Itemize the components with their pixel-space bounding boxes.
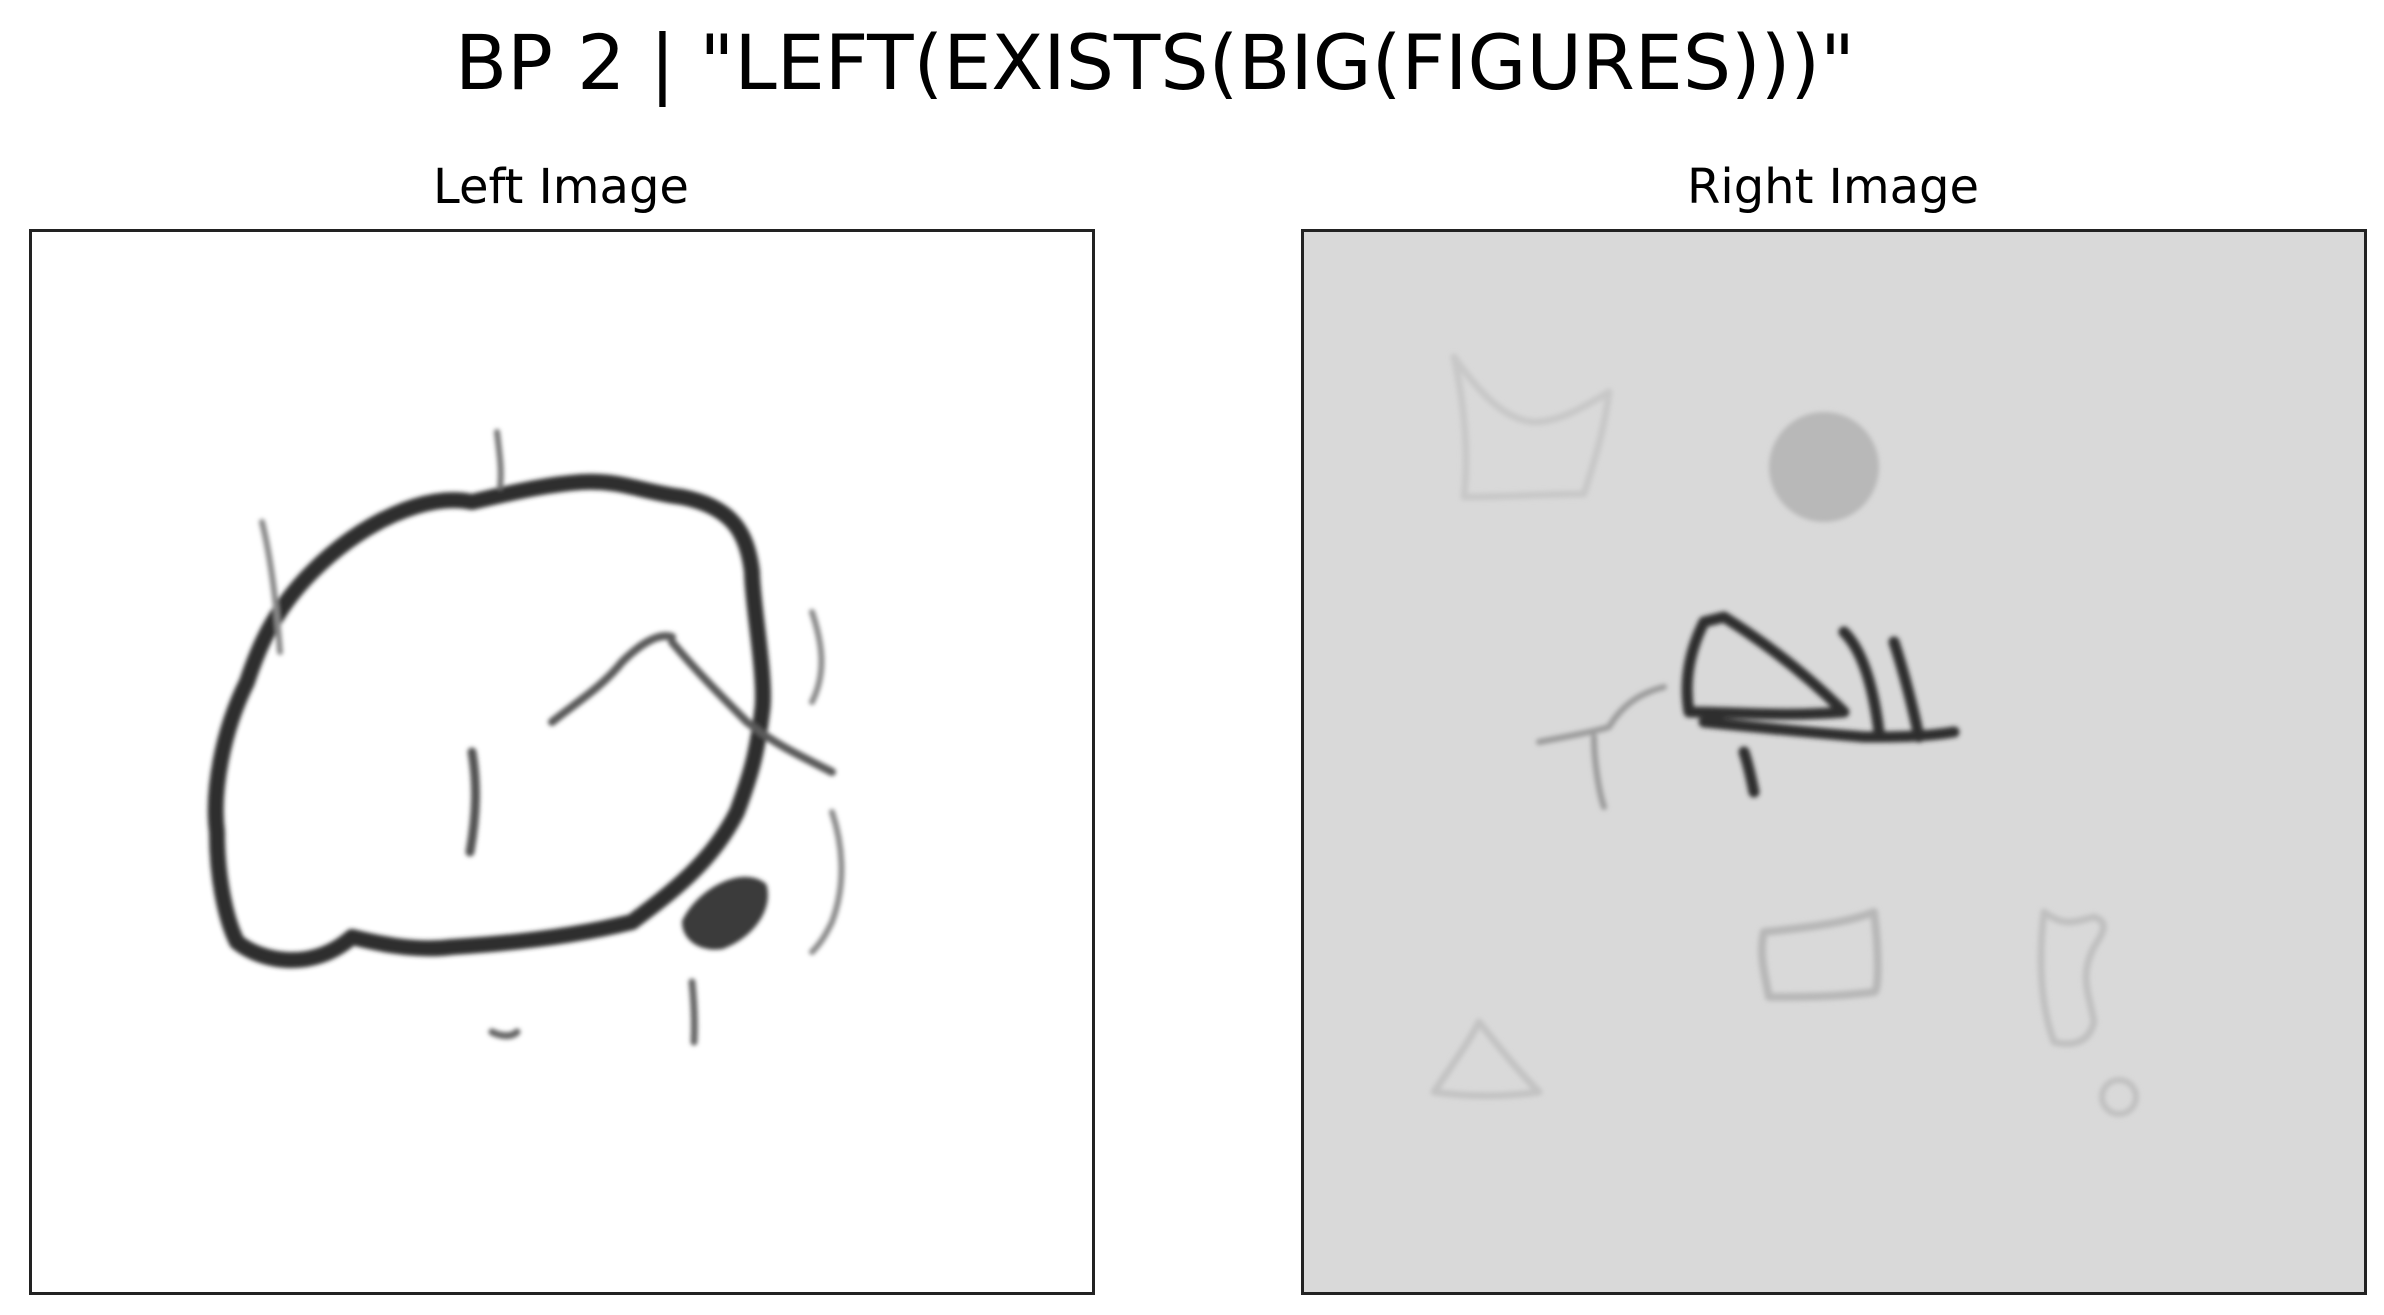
loop-blob: [682, 877, 768, 950]
big-loop-shape: [207, 473, 771, 969]
right-image-drawing: [1304, 232, 2364, 1292]
faint-cup-shape: [1450, 353, 1613, 501]
small-triangle: [1430, 1018, 1543, 1100]
left-faint-stroke: [259, 519, 283, 655]
right-panel-title: Right Image: [1687, 159, 1979, 215]
inner-branch-stroke: [548, 632, 836, 776]
bottom-marks: [488, 978, 698, 1046]
right-image-background: [1304, 232, 2364, 1292]
left-image-background: [32, 232, 1092, 1292]
scribble-tail: [1536, 684, 1667, 810]
central-scribble: [1681, 611, 1960, 798]
left-image-panel: [29, 229, 1095, 1295]
inner-vertical-mark: [465, 747, 481, 857]
left-panel-title: Left Image: [433, 159, 689, 215]
right-image-panel: [1301, 229, 2367, 1295]
small-square: [1757, 908, 1882, 1001]
left-image-drawing: [32, 232, 1092, 1292]
figure-title: BP 2 | "LEFT(EXISTS(BIG(FIGURES)))": [455, 18, 1855, 107]
top-tick: [494, 429, 504, 490]
lightbulb-shape: [2037, 908, 2107, 1048]
right-faint-strokes: [809, 609, 845, 955]
grey-dot: [1769, 412, 1879, 522]
small-ring: [2099, 1077, 2139, 1117]
